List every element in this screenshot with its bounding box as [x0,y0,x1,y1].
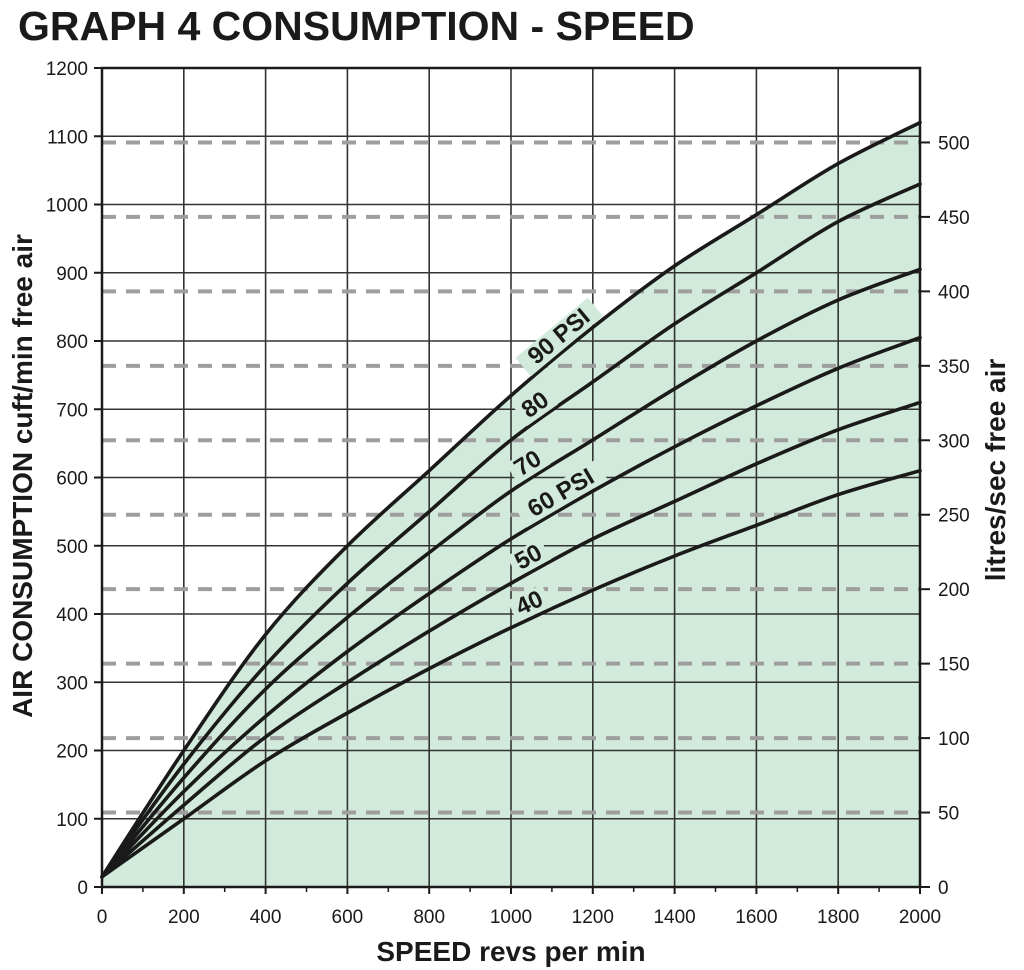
series-line [100,182,922,879]
x-tick-label: 1000 [490,907,532,928]
chart-title: GRAPH 4 CONSUMPTION - SPEED [18,3,695,49]
x-tick-label: 1800 [817,907,859,928]
y-tick-label: 1100 [47,127,88,148]
x-tick-label: 0 [97,907,108,928]
series-label-bg [515,297,604,377]
y2-tick-label: 300 [938,431,970,452]
x-tick-label: 1600 [735,907,777,928]
y2-tick-label: 250 [938,506,970,527]
y-tick-label: 100 [56,810,88,831]
y2-tick-label: 0 [938,878,949,899]
y2-tick-label: 350 [938,357,970,378]
y2-tick-label: 450 [938,208,970,229]
x-tick-label: 800 [413,907,445,928]
x-tick-label: 600 [332,907,364,928]
y2-tick-label: 100 [938,729,970,750]
series-line [100,400,922,879]
axis-ticks: 0 200 400 600 800 1000 1200 1400 1600 1800 2000010… [46,59,970,928]
y2-tick-label: 400 [938,282,970,303]
y-tick-label: 1200 [46,59,88,80]
series-line [100,335,922,879]
y-tick-label: 0 [77,878,88,899]
y-tick-label: 500 [56,537,88,558]
x-tick-label: 400 [250,907,282,928]
y-tick-label: 1000 [46,196,88,217]
x-tick-label: 1400 [653,907,695,928]
y-tick-label: 300 [56,673,88,694]
series-label-bg [513,384,559,427]
y-tick-label: 900 [56,264,88,285]
y-tick-label: 200 [56,742,88,763]
y2-axis-label: litres/sec free air [980,359,1011,582]
series-label-bg [507,584,552,623]
y-tick-label: 800 [56,332,88,353]
y2-tick-label: 50 [938,804,959,825]
series-line [100,120,922,879]
x-tick-label: 200 [168,907,200,928]
y-tick-label: 400 [56,605,88,626]
y2-tick-label: 200 [938,580,970,601]
y2-tick-label: 500 [938,133,970,154]
series-label-bg [506,538,552,578]
series-lines [100,120,922,879]
x-tick-label: 2000 [899,907,941,928]
y-tick-label: 600 [56,469,88,490]
y-tick-label: 700 [56,400,88,421]
series-line [100,468,922,879]
x-axis-label: SPEED revs per min [376,936,645,967]
series-label-bg [505,443,551,485]
series-line [100,267,922,879]
x-tick-label: 1200 [572,907,614,928]
y-axis-label: AIR CONSUMPTION cuft/min free air [7,234,38,718]
series-label-bg [514,459,608,528]
y2-tick-label: 150 [938,655,970,676]
